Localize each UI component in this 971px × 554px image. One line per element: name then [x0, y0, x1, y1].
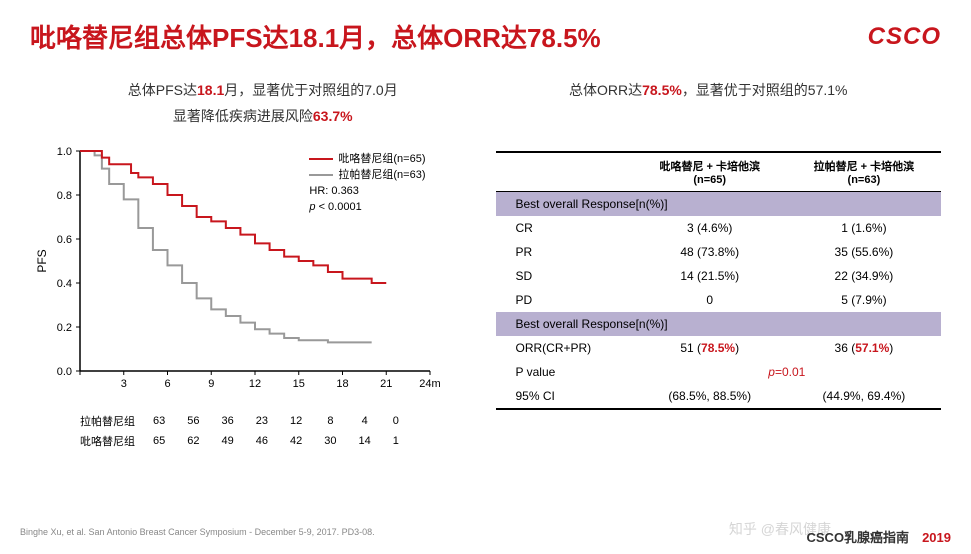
svg-text:6: 6 — [164, 378, 170, 390]
svg-text:21: 21 — [380, 378, 392, 390]
svg-text:9: 9 — [208, 378, 214, 390]
svg-text:24m: 24m — [419, 378, 440, 390]
svg-text:PFS: PFS — [35, 249, 49, 272]
response-table-area: 吡咯替尼 + 卡培他滨 (n=65)拉帕替尼 + 卡培他滨 (n=63) Bes… — [496, 141, 942, 452]
svg-text:12: 12 — [249, 378, 261, 390]
subtitle-right: 总体ORR达78.5%，显著优于对照组的57.1% — [486, 80, 932, 126]
sub-text: 总体ORR达 — [569, 82, 642, 98]
response-table: 吡咯替尼 + 卡培他滨 (n=65)拉帕替尼 + 卡培他滨 (n=63) Bes… — [496, 151, 942, 410]
sub-text: ，显著优于对照组的57.1% — [682, 82, 848, 98]
legend-line-icon — [309, 174, 333, 176]
svg-text:0.6: 0.6 — [57, 234, 72, 246]
svg-text:0.2: 0.2 — [57, 322, 72, 334]
col-header: 拉帕替尼 + 卡培他滨 (n=63) — [787, 152, 941, 192]
svg-text:0.8: 0.8 — [57, 190, 72, 202]
svg-text:0.4: 0.4 — [57, 278, 72, 290]
subtitles: 总体PFS达18.1月，显著优于对照组的7.0月 显著降低疾病进展风险63.7%… — [0, 65, 971, 131]
legend-p: < 0.0001 — [316, 201, 362, 213]
risk-table: 拉帕替尼组6356362312840吡咯替尼组656249464230141 — [68, 410, 411, 452]
chart-legend: 吡咯替尼组(n=65) 拉帕替尼组(n=63) HR: 0.363 p < 0.… — [309, 151, 425, 215]
km-chart-area: 0.0 0.2 0.4 0.6 0.8 1.0 3 6 9 12 15 18 21 24m PFS 吡咯替尼… — [30, 141, 476, 452]
svg-text:1.0: 1.0 — [57, 146, 72, 158]
sub-text: 总体PFS达 — [128, 82, 197, 98]
sub-text: 显著降低疾病进展风险 — [173, 108, 313, 124]
sub-highlight: 78.5% — [642, 82, 682, 98]
svg-text:3: 3 — [121, 378, 127, 390]
sub-text: 月，显著优于对照组的7.0月 — [224, 82, 397, 98]
header: 吡咯替尼组总体PFS达18.1月，总体ORR达78.5% CSCO — [0, 0, 971, 65]
legend-label: 拉帕替尼组(n=63) — [338, 167, 425, 183]
footer-right: CSCO乳腺癌指南 2019 — [807, 527, 952, 546]
legend-hr: HR: 0.363 — [309, 183, 425, 199]
svg-text:18: 18 — [336, 378, 348, 390]
col-header: 吡咯替尼 + 卡培他滨 (n=65) — [633, 152, 787, 192]
sub-highlight: 18.1 — [197, 82, 224, 98]
citation: Binghe Xu, et al. San Antonio Breast Can… — [20, 527, 375, 546]
legend-label: 吡咯替尼组(n=65) — [338, 151, 425, 167]
sub-highlight: 63.7% — [313, 108, 353, 124]
svg-text:15: 15 — [293, 378, 305, 390]
content: 0.0 0.2 0.4 0.6 0.8 1.0 3 6 9 12 15 18 21 24m PFS 吡咯替尼… — [0, 131, 971, 452]
footer: Binghe Xu, et al. San Antonio Breast Can… — [0, 527, 971, 546]
page-title: 吡咯替尼组总体PFS达18.1月，总体ORR达78.5% — [30, 18, 601, 55]
subtitle-left: 总体PFS达18.1月，显著优于对照组的7.0月 显著降低疾病进展风险63.7% — [40, 80, 486, 126]
svg-text:0.0: 0.0 — [57, 366, 72, 378]
csco-logo: CSCO — [868, 23, 941, 51]
legend-line-icon — [309, 158, 333, 160]
